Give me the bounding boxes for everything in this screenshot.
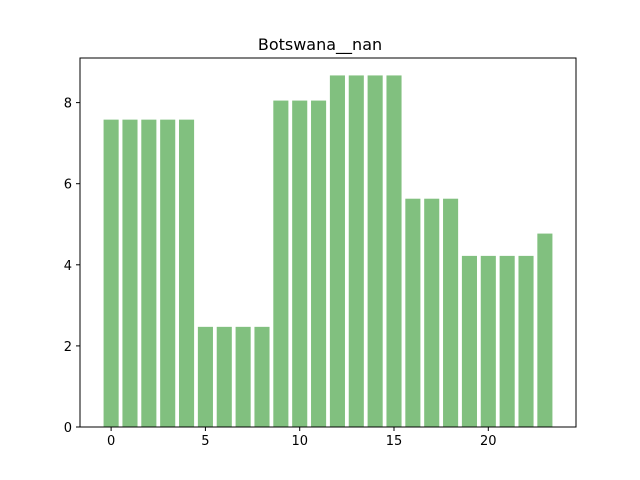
bar-21 bbox=[499, 255, 515, 427]
bar-6 bbox=[216, 326, 232, 427]
x-tick-label: 10 bbox=[291, 434, 308, 449]
bar-8 bbox=[254, 326, 270, 427]
plot-frame bbox=[79, 57, 577, 428]
bar-13 bbox=[348, 75, 364, 427]
y-axis: 0 2 4 6 8 bbox=[64, 97, 80, 436]
y-tick-label: 6 bbox=[64, 178, 72, 193]
bar-19 bbox=[461, 255, 477, 427]
bar-7 bbox=[235, 326, 251, 427]
x-tick-label: 20 bbox=[480, 434, 497, 449]
bar-11 bbox=[311, 100, 327, 428]
bar-20 bbox=[480, 255, 496, 427]
bar-23 bbox=[537, 233, 553, 427]
bars-group bbox=[103, 75, 553, 428]
bar-9 bbox=[273, 100, 289, 428]
bar-16 bbox=[405, 198, 421, 427]
y-tick-label: 8 bbox=[64, 97, 72, 112]
bar-1 bbox=[122, 119, 138, 427]
bar-4 bbox=[179, 119, 195, 427]
bar-12 bbox=[329, 75, 345, 427]
bar-22 bbox=[518, 255, 534, 427]
x-tick-label: 0 bbox=[107, 434, 115, 449]
bar-17 bbox=[424, 198, 440, 427]
bar-10 bbox=[292, 100, 308, 428]
y-tick-label: 4 bbox=[64, 259, 72, 274]
y-tick-label: 0 bbox=[64, 421, 72, 436]
bar-14 bbox=[367, 75, 383, 427]
x-tick-label: 5 bbox=[201, 434, 209, 449]
chart-title: Botswana__nan bbox=[258, 35, 382, 55]
bar-18 bbox=[443, 198, 459, 427]
bar-2 bbox=[141, 119, 157, 427]
bar-0 bbox=[103, 119, 119, 427]
bar-3 bbox=[160, 119, 176, 427]
y-tick-label: 2 bbox=[64, 340, 72, 355]
x-tick-label: 15 bbox=[386, 434, 403, 449]
bar-15 bbox=[386, 75, 402, 427]
x-axis: 0 5 10 15 20 bbox=[107, 427, 497, 449]
bar-5 bbox=[197, 326, 213, 427]
